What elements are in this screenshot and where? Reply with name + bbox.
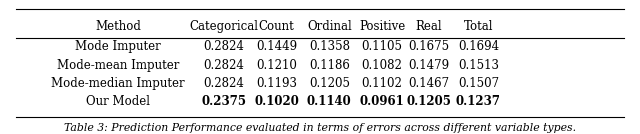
Text: 0.1105: 0.1105 (362, 40, 403, 53)
Text: 0.1210: 0.1210 (256, 59, 297, 72)
Text: Count: Count (259, 20, 294, 33)
Text: 0.2375: 0.2375 (201, 95, 246, 108)
Text: 0.1507: 0.1507 (458, 77, 499, 90)
Text: 0.1193: 0.1193 (256, 77, 297, 90)
Text: Table 3: Prediction Performance evaluated in terms of errors across different va: Table 3: Prediction Performance evaluate… (64, 123, 576, 133)
Text: 0.0961: 0.0961 (360, 95, 404, 108)
Text: 0.1513: 0.1513 (458, 59, 499, 72)
Text: 0.1205: 0.1205 (309, 77, 350, 90)
Text: 0.1082: 0.1082 (362, 59, 403, 72)
Text: 0.1675: 0.1675 (408, 40, 449, 53)
Text: 0.1237: 0.1237 (456, 95, 501, 108)
Text: 0.1358: 0.1358 (309, 40, 350, 53)
Text: Categorical: Categorical (189, 20, 258, 33)
Text: Mode-median Imputer: Mode-median Imputer (51, 77, 185, 90)
Text: Real: Real (415, 20, 442, 33)
Text: Our Model: Our Model (86, 95, 150, 108)
Text: 0.2824: 0.2824 (204, 59, 244, 72)
Text: 0.1694: 0.1694 (458, 40, 499, 53)
Text: 0.1020: 0.1020 (254, 95, 299, 108)
Text: Ordinal: Ordinal (307, 20, 352, 33)
Text: Total: Total (463, 20, 493, 33)
Text: 0.1205: 0.1205 (406, 95, 451, 108)
Text: 0.2824: 0.2824 (204, 77, 244, 90)
Text: 0.1186: 0.1186 (309, 59, 349, 72)
Text: 0.1102: 0.1102 (362, 77, 403, 90)
Text: Positive: Positive (359, 20, 405, 33)
Text: Method: Method (95, 20, 141, 33)
Text: 0.1449: 0.1449 (256, 40, 297, 53)
Text: 0.1140: 0.1140 (307, 95, 352, 108)
Text: 0.1467: 0.1467 (408, 77, 449, 90)
Text: Mode Imputer: Mode Imputer (76, 40, 161, 53)
Text: 0.1479: 0.1479 (408, 59, 449, 72)
Text: 0.2824: 0.2824 (204, 40, 244, 53)
Text: Mode-mean Imputer: Mode-mean Imputer (57, 59, 179, 72)
